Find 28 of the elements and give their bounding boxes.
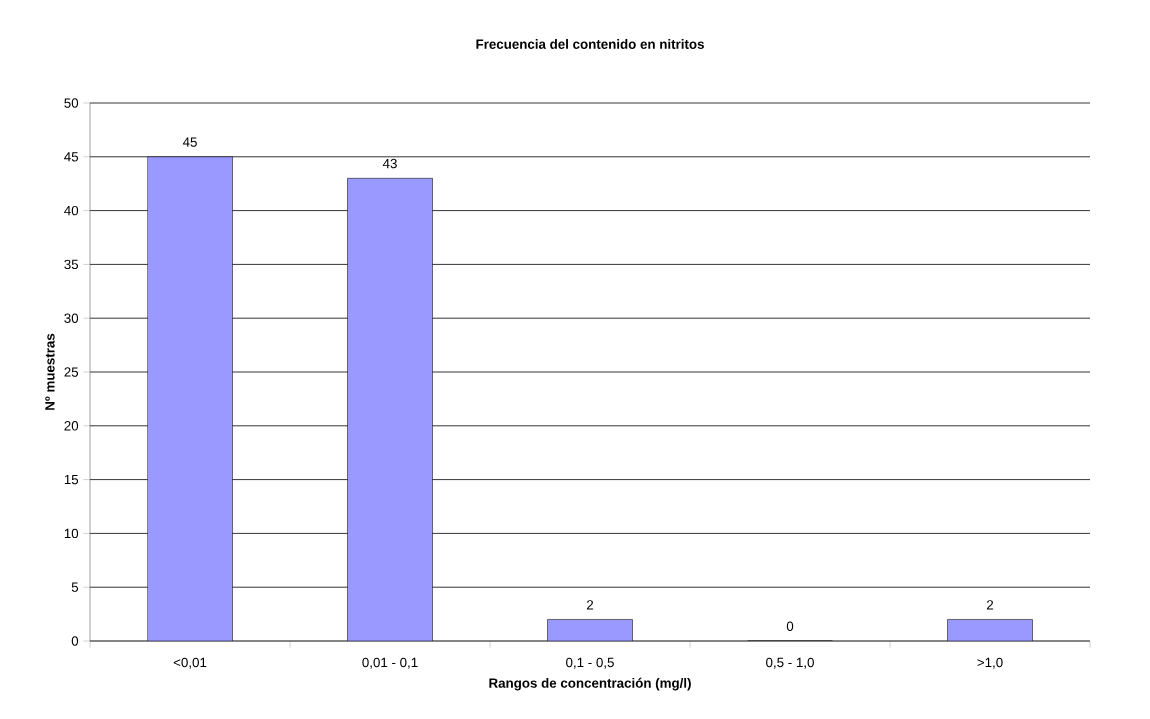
y-tick-label: 0 bbox=[71, 636, 79, 646]
y-tick-label: 5 bbox=[71, 582, 79, 592]
bar bbox=[547, 619, 633, 641]
x-tick-label: >1,0 bbox=[977, 657, 1003, 669]
data-label: 43 bbox=[382, 158, 397, 169]
y-tick-label: 35 bbox=[64, 259, 79, 270]
x-tick-label: <0,01 bbox=[173, 657, 207, 669]
y-tick-label: 15 bbox=[64, 474, 79, 485]
data-label: 2 bbox=[986, 600, 994, 610]
bar bbox=[347, 178, 433, 641]
y-axis-title: Nº muestras bbox=[45, 333, 55, 410]
data-label: 0 bbox=[786, 621, 794, 631]
x-tick-label: 0,5 - 1,0 bbox=[766, 657, 814, 669]
y-tick-label: 50 bbox=[64, 98, 79, 108]
y-tick-label: 25 bbox=[64, 367, 79, 377]
data-label: 2 bbox=[586, 600, 594, 610]
x-tick-label: 0,01 - 0,1 bbox=[362, 657, 418, 669]
data-label: 45 bbox=[182, 137, 197, 147]
y-tick-label: 40 bbox=[64, 205, 79, 216]
y-tick-label: 20 bbox=[64, 421, 79, 431]
x-axis-title: Rangos de concentración (mg/l) bbox=[489, 677, 691, 691]
y-tick-label: 30 bbox=[64, 313, 79, 323]
x-tick-label: 0,1 - 0,5 bbox=[566, 657, 614, 669]
bar bbox=[947, 619, 1033, 641]
chart-title: Frecuencia del contenido en nitritos bbox=[476, 39, 704, 49]
y-tick-label: 45 bbox=[64, 152, 79, 162]
y-tick-label: 10 bbox=[64, 528, 79, 539]
bar bbox=[147, 156, 233, 641]
